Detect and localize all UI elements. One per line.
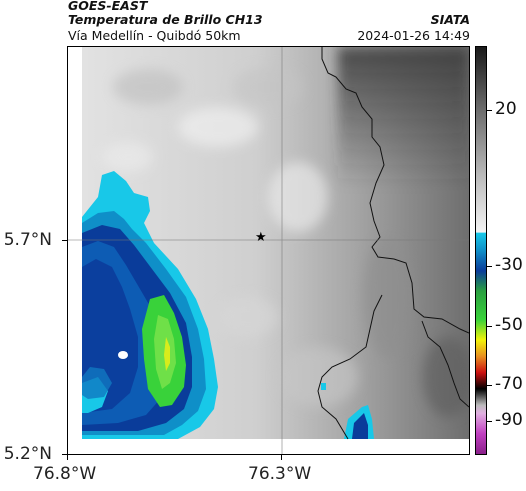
storm-cluster-west	[82, 171, 218, 439]
department-borders	[317, 47, 469, 440]
lon-label-76.8: 76.8°W	[33, 464, 97, 484]
colorbar-tick	[487, 266, 492, 267]
region-subtitle: Vía Medellín - Quibdó 50km	[68, 28, 241, 43]
lat-tick	[62, 240, 67, 241]
texture-patches	[103, 67, 469, 417]
colorbar-tick	[487, 385, 492, 386]
graticule	[68, 47, 469, 454]
colorbar-label-m70: -70	[495, 374, 523, 394]
product-title: Temperatura de Brillo CH13	[68, 12, 263, 27]
reference-marker-icon: ★	[255, 230, 267, 245]
satellite-map: ★	[67, 46, 470, 455]
datetime-label: 2024-01-26 14:49	[357, 28, 470, 43]
colorbar-label-m30: -30	[495, 255, 523, 275]
map-canvas	[68, 47, 469, 454]
bottom-blank-strip	[68, 439, 469, 454]
satellite-title: GOES-EAST	[68, 0, 148, 13]
lon-tick	[67, 455, 68, 460]
colorbar-label-20: 20	[495, 99, 517, 119]
colorbar-scale	[476, 47, 486, 454]
lon-label-76.3: 76.3°W	[248, 464, 312, 484]
colorbar-tick	[487, 110, 492, 111]
left-blank-strip	[68, 47, 82, 454]
colorbar-tick	[487, 421, 492, 422]
institution-label: SIATA	[430, 12, 470, 27]
colorbar	[475, 46, 487, 455]
lon-tick	[281, 455, 282, 460]
lat-label-5.7: 5.7°N	[3, 230, 52, 250]
lat-tick	[62, 454, 67, 455]
lat-label-5.2: 5.2°N	[3, 444, 52, 464]
colorbar-tick	[487, 326, 492, 327]
storm-cluster-south	[321, 383, 374, 439]
colorbar-label-m90: -90	[495, 410, 523, 430]
dark-region-ne	[338, 47, 469, 187]
colorbar-label-m50: -50	[495, 315, 523, 335]
